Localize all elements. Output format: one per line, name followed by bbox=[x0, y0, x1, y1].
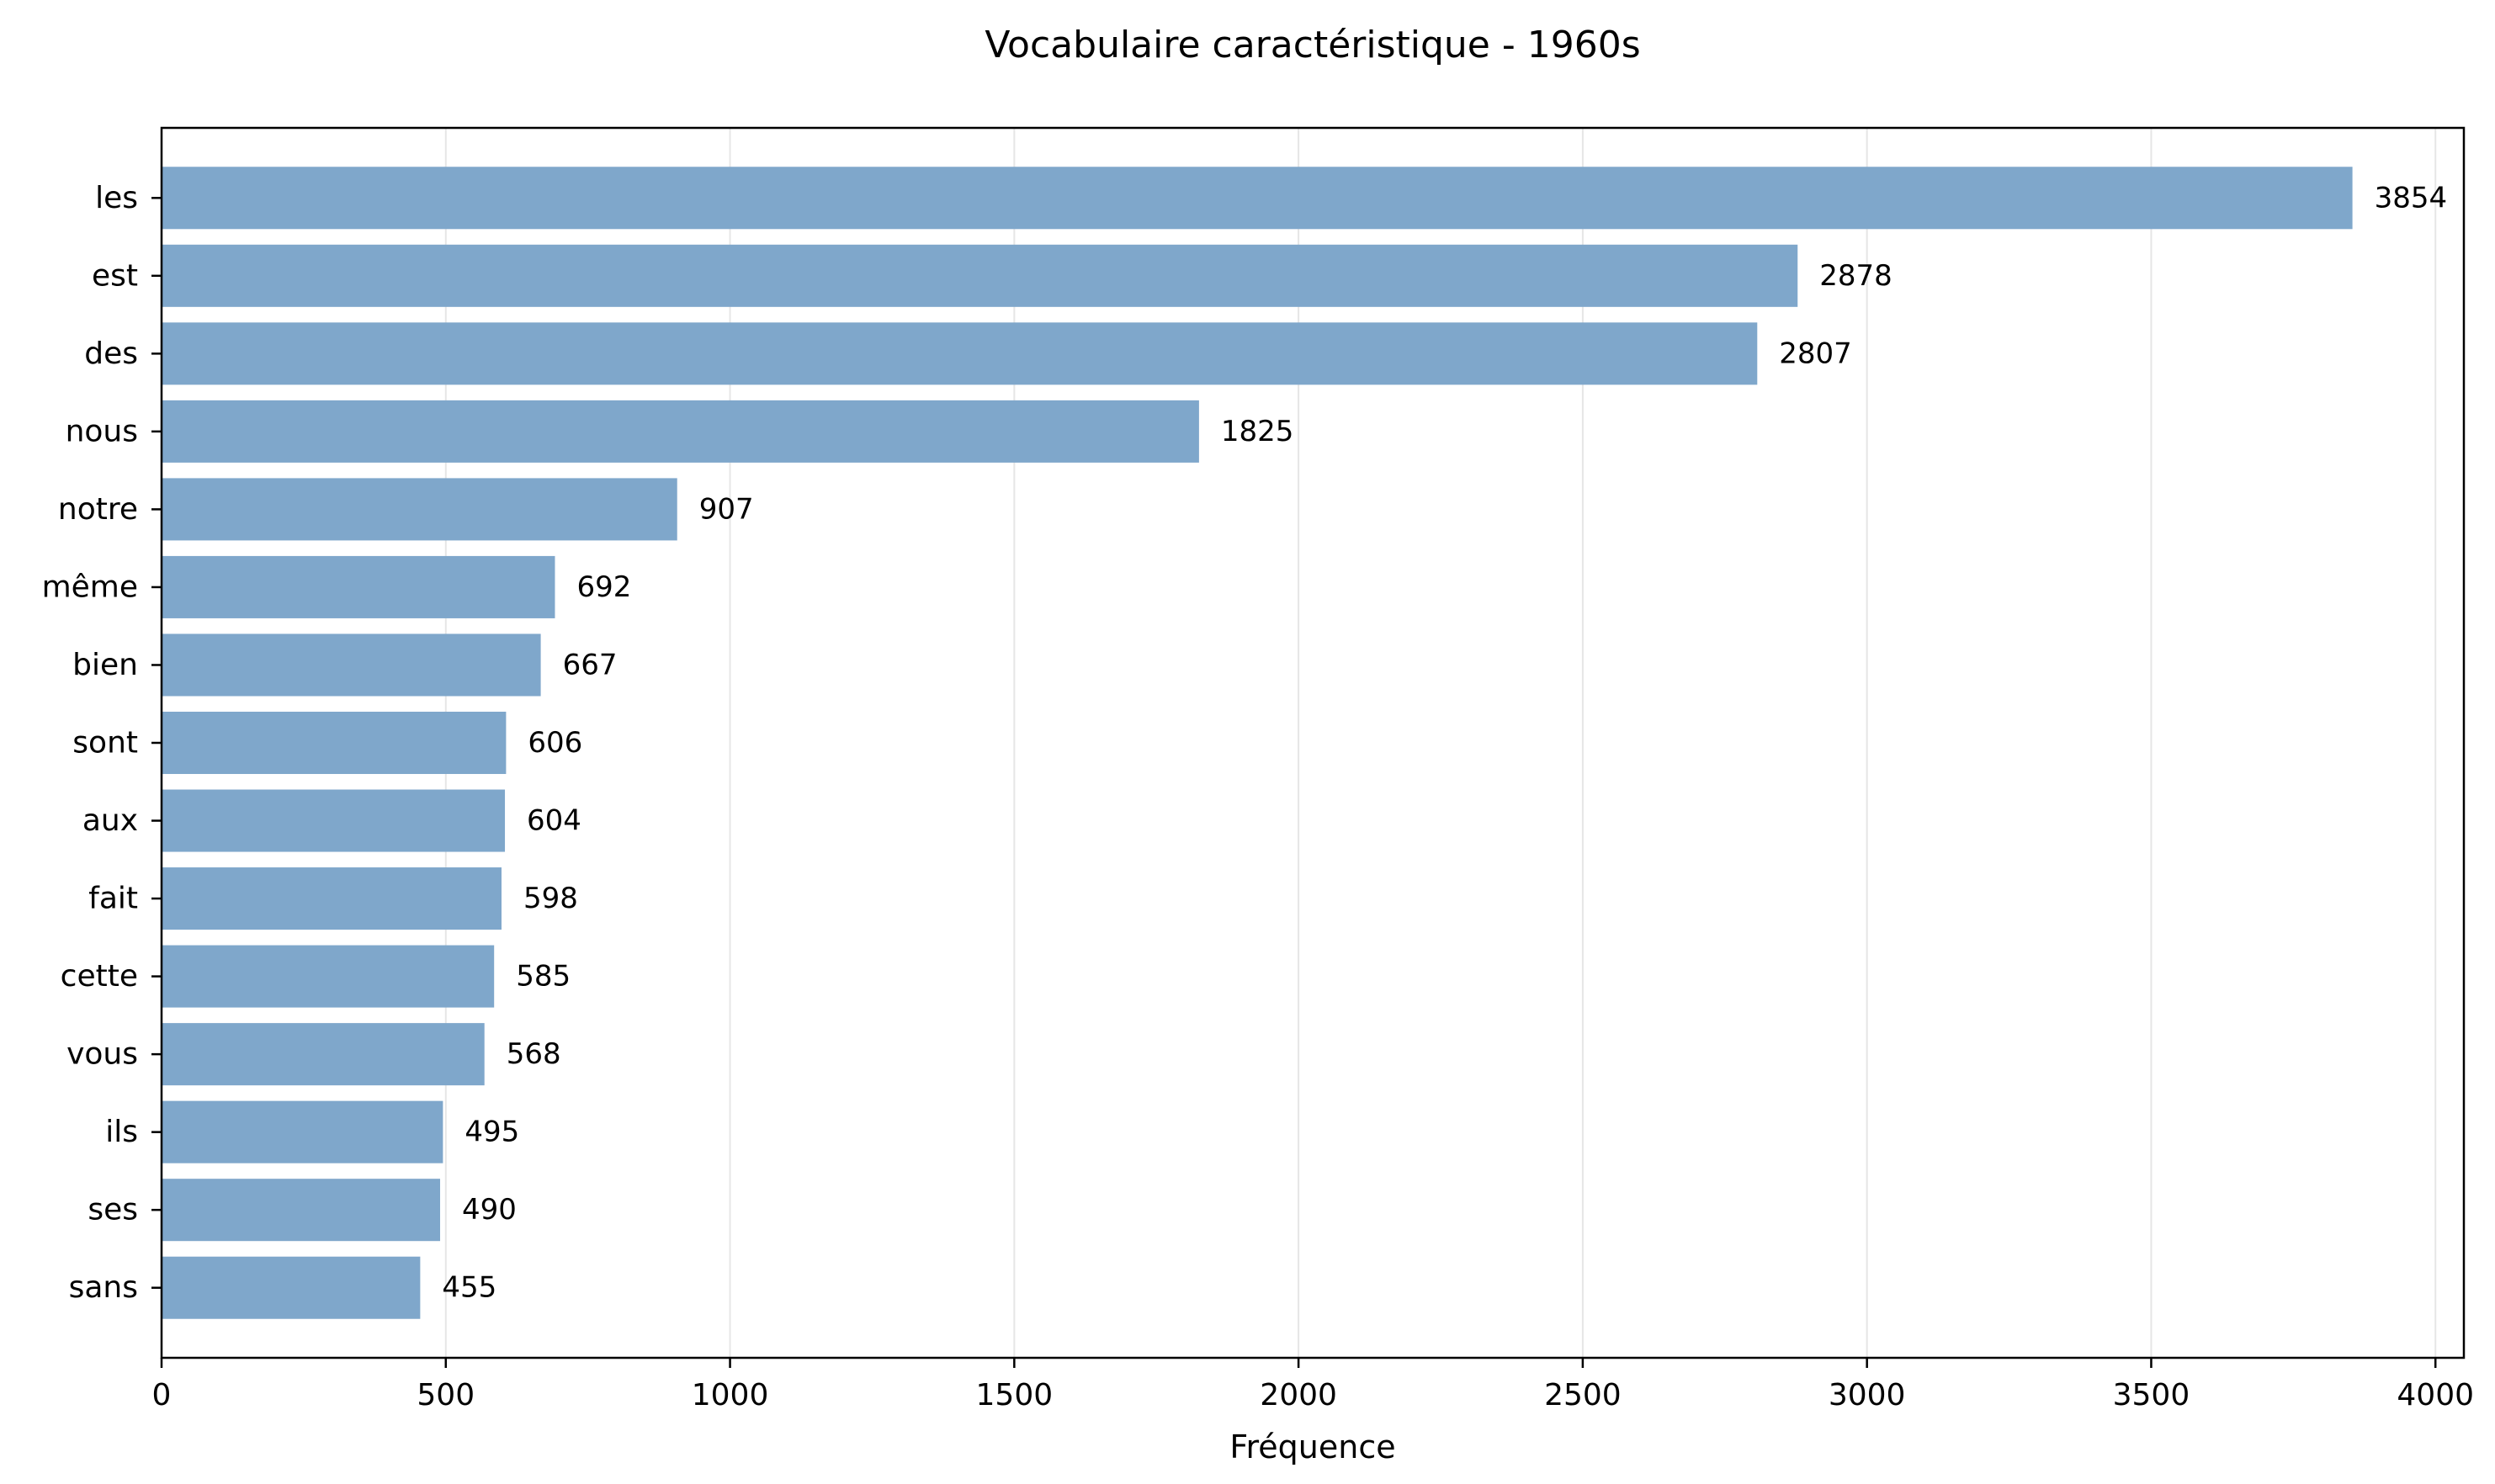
data-label: 667 bbox=[563, 648, 618, 681]
bar-bien bbox=[162, 633, 541, 697]
y-tick-label: bien bbox=[72, 648, 138, 682]
x-tick-label: 0 bbox=[152, 1378, 172, 1412]
y-tick-label: aux bbox=[82, 803, 138, 838]
y-tick-label: sont bbox=[72, 726, 138, 761]
y-tick-label: cette bbox=[61, 959, 138, 994]
y-tick-label: sans bbox=[69, 1270, 138, 1305]
data-label: 495 bbox=[464, 1116, 519, 1149]
data-labels: 3854 2878 2807 1825 907 692 667 606 604 598 585 568… bbox=[442, 181, 2447, 1304]
x-tick-label: 4000 bbox=[2397, 1378, 2474, 1412]
bar-même bbox=[162, 555, 555, 618]
y-tick-label: vous bbox=[66, 1037, 138, 1072]
y-tick-label: les bbox=[95, 181, 138, 215]
bar-nous bbox=[162, 400, 1199, 463]
data-label: 1825 bbox=[1221, 415, 1294, 448]
bar-fait bbox=[162, 867, 502, 930]
x-tick-label: 3500 bbox=[2113, 1378, 2190, 1412]
x-tick-label: 2500 bbox=[1544, 1378, 1622, 1412]
data-label: 598 bbox=[523, 882, 578, 915]
plot-frame bbox=[160, 126, 2466, 1359]
data-label: 490 bbox=[462, 1193, 517, 1227]
x-tick-label: 1500 bbox=[976, 1378, 1054, 1412]
bar-des bbox=[162, 322, 1758, 385]
bar-ses bbox=[162, 1179, 441, 1242]
bar-sont bbox=[162, 711, 507, 775]
y-tick-label: ses bbox=[88, 1193, 138, 1227]
y-tick-label: fait bbox=[88, 882, 138, 916]
x-axis-ticks: 0 500 1000 1500 2000 2500 3000 3500 4000 bbox=[152, 1358, 2474, 1412]
bar-cette bbox=[162, 945, 495, 1008]
bar-les bbox=[162, 167, 2353, 230]
data-label: 568 bbox=[507, 1037, 561, 1071]
y-tick-label: notre bbox=[58, 492, 138, 527]
data-label: 692 bbox=[576, 570, 631, 604]
x-axis-label: Fréquence bbox=[1229, 1428, 1395, 1465]
y-tick-label: ils bbox=[105, 1115, 138, 1149]
data-label: 604 bbox=[527, 804, 581, 838]
y-tick-label: des bbox=[84, 337, 138, 371]
y-tick-label: est bbox=[92, 258, 138, 293]
bar-ils bbox=[162, 1100, 443, 1163]
y-tick-label: même bbox=[42, 570, 138, 604]
x-tick-label: 2000 bbox=[1260, 1378, 1337, 1412]
bar-notre bbox=[162, 478, 677, 541]
y-tick-label: nous bbox=[66, 414, 138, 448]
data-label: 606 bbox=[528, 726, 582, 760]
data-label: 907 bbox=[699, 492, 754, 526]
x-tick-label: 1000 bbox=[692, 1378, 769, 1412]
data-label: 2878 bbox=[1819, 259, 1892, 293]
x-tick-label: 500 bbox=[417, 1378, 475, 1412]
data-label: 455 bbox=[442, 1271, 496, 1305]
y-axis-ticks: les est des nous notre même bien sont aux fait cet… bbox=[42, 181, 162, 1305]
data-label: 585 bbox=[516, 960, 571, 994]
data-label: 2807 bbox=[1779, 337, 1852, 370]
x-tick-label: 3000 bbox=[1829, 1378, 1906, 1412]
bar-vous bbox=[162, 1023, 485, 1086]
bar-est bbox=[162, 244, 1798, 307]
bars bbox=[162, 167, 2353, 1319]
data-label: 3854 bbox=[2375, 181, 2448, 215]
bar-aux bbox=[162, 789, 506, 852]
bar-sans bbox=[162, 1256, 421, 1319]
chart-title: Vocabulaire caractéristique - 1960s bbox=[985, 24, 1640, 66]
